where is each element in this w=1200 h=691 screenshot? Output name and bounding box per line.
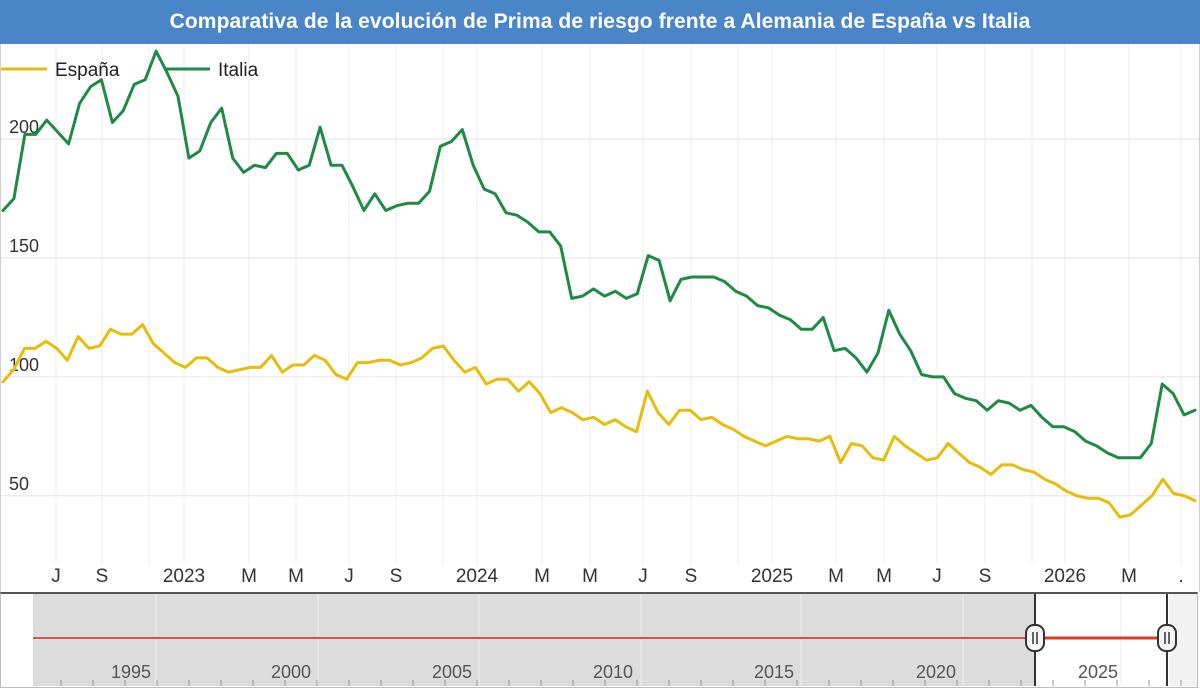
navigator-unselected-area[interactable] (33, 594, 1035, 686)
x-tick-label: S (685, 566, 698, 587)
series-line-espana[interactable] (1, 323, 1197, 519)
grid (1, 44, 1199, 564)
navigator-year-label: 2010 (593, 662, 633, 682)
navigator-year-label: 2000 (271, 662, 311, 682)
navigator-year-label: 2020 (916, 662, 956, 682)
x-tick-label: S (96, 566, 109, 587)
y-tick-label: 50 (9, 474, 29, 494)
x-tick-label: J (51, 566, 61, 587)
x-tick-label: . (1178, 566, 1183, 587)
chart-header: Comparativa de la evolución de Prima de … (0, 0, 1200, 44)
x-tick-label: S (390, 566, 403, 587)
series-line-italia[interactable] (1, 49, 1197, 460)
x-tick-label: M (1121, 566, 1137, 587)
x-tick-label: 2023 (163, 566, 205, 587)
legend-label: Italia (218, 60, 259, 81)
x-tick-label: S (979, 566, 992, 587)
legend-item-italia[interactable]: Italia (164, 60, 259, 81)
series-group (1, 49, 1197, 519)
x-tick-label: J (932, 566, 942, 587)
legend-item-espana[interactable]: España (1, 60, 120, 81)
line-chart: 50 100 150 200 J S 2023 M M J S 2024 M M J S 2025 M M J S 20… (1, 44, 1199, 587)
legend[interactable]: España Italia (1, 60, 259, 81)
y-tick-label: 150 (9, 236, 39, 256)
x-tick-label: J (344, 566, 354, 587)
x-tick-label: 2025 (751, 566, 793, 587)
y-tick-label: 200 (9, 117, 39, 137)
x-tick-label: M (582, 566, 598, 587)
navigator-year-label: 2005 (432, 662, 472, 682)
x-tick-label: M (876, 566, 892, 587)
navigator-year-label: 2015 (754, 662, 794, 682)
y-axis: 50 100 150 200 (9, 117, 39, 494)
x-tick-label: M (241, 566, 257, 587)
chart-title: Comparativa de la evolución de Prima de … (169, 10, 1031, 33)
x-tick-label: M (288, 566, 304, 587)
x-tick-label: 2026 (1044, 566, 1086, 587)
navigator-right-handle[interactable] (1157, 624, 1177, 652)
y-tick-label: 100 (9, 355, 39, 375)
x-tick-label: 2024 (456, 566, 499, 587)
x-tick-label: M (828, 566, 844, 587)
navigator-left-handle[interactable] (1025, 624, 1045, 652)
x-axis: J S 2023 M M J S 2024 M M J S 2025 M M J S 2026 M. (51, 566, 1183, 587)
grip-handle-icon[interactable] (1025, 624, 1045, 652)
x-tick-label: J (638, 566, 648, 587)
chart-area: 50 100 150 200 J S 2023 M M J S 2024 M M J S 2025 M M J S 20… (0, 44, 1200, 592)
navigator-chart[interactable]: 1995 2000 2005 2010 2015 2020 2025 (1, 594, 1197, 686)
navigator-year-label: 1995 (111, 662, 151, 682)
range-navigator[interactable]: 1995 2000 2005 2010 2015 2020 2025 (0, 592, 1198, 688)
grip-handle-icon[interactable] (1157, 624, 1177, 652)
x-tick-label: M (534, 566, 550, 587)
legend-label: España (55, 60, 120, 81)
navigator-year-label: 2025 (1078, 662, 1118, 682)
